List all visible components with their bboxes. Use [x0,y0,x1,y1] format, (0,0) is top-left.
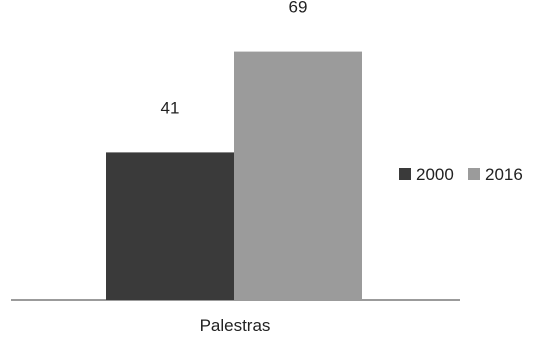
bars-group [106,51,362,300]
legend-swatch-2016 [468,168,480,180]
legend: 2000 2016 [399,165,523,184]
category-label-palestras: Palestras [200,316,271,335]
bar-2000 [106,152,234,300]
data-label-2000: 41 [161,98,180,117]
bar-2016 [234,51,362,300]
legend-label-2016: 2016 [485,165,523,184]
data-label-2016: 69 [289,0,308,17]
legend-swatch-2000 [399,168,411,180]
legend-label-2000: 2000 [416,165,454,184]
data-labels-group: 41 69 [161,0,308,117]
